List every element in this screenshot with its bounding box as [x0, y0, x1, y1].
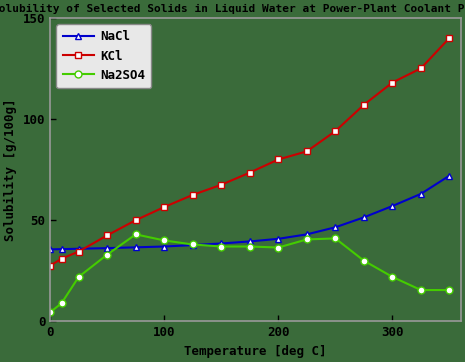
Line: KCl: KCl — [46, 34, 453, 269]
Na2SO4 — [361, 258, 367, 263]
Na2SO4 — [133, 232, 139, 236]
NaCl — [133, 245, 139, 249]
NaCl — [332, 225, 338, 230]
NaCl — [219, 241, 224, 246]
KCl — [276, 157, 281, 162]
Na2SO4 — [332, 236, 338, 241]
Na2SO4 — [418, 288, 424, 292]
Na2SO4 — [161, 238, 167, 243]
NaCl — [105, 246, 110, 250]
Na2SO4 — [105, 252, 110, 257]
KCl — [219, 182, 224, 187]
KCl — [190, 193, 196, 197]
X-axis label: Temperature [deg C]: Temperature [deg C] — [184, 345, 327, 358]
KCl — [76, 249, 81, 254]
NaCl — [390, 204, 395, 208]
Title: Solubility of Selected Solids in Liquid Water at Power-Plant Coolant Pressures: Solubility of Selected Solids in Liquid … — [0, 4, 465, 14]
Na2SO4 — [59, 301, 64, 306]
Na2SO4 — [190, 242, 196, 247]
NaCl — [447, 173, 452, 178]
Na2SO4 — [219, 244, 224, 249]
KCl — [47, 264, 53, 268]
KCl — [59, 257, 64, 261]
Na2SO4 — [276, 245, 281, 250]
KCl — [133, 218, 139, 222]
NaCl — [161, 244, 167, 249]
NaCl — [47, 247, 53, 252]
KCl — [447, 36, 452, 40]
NaCl — [304, 232, 310, 236]
Line: Na2SO4: Na2SO4 — [46, 231, 453, 316]
Na2SO4 — [304, 237, 310, 241]
Na2SO4 — [447, 288, 452, 292]
KCl — [105, 233, 110, 237]
KCl — [161, 205, 167, 209]
KCl — [418, 66, 424, 71]
Na2SO4 — [47, 310, 53, 315]
KCl — [390, 80, 395, 85]
KCl — [332, 129, 338, 133]
NaCl — [59, 247, 64, 251]
Line: NaCl: NaCl — [46, 172, 453, 253]
NaCl — [190, 243, 196, 247]
NaCl — [247, 239, 252, 244]
NaCl — [418, 192, 424, 196]
Na2SO4 — [390, 275, 395, 279]
Na2SO4 — [76, 275, 81, 279]
NaCl — [76, 247, 81, 251]
NaCl — [276, 237, 281, 241]
Legend: NaCl, KCl, Na2SO4: NaCl, KCl, Na2SO4 — [56, 24, 152, 88]
Y-axis label: Solubility [g/100g]: Solubility [g/100g] — [4, 98, 17, 241]
Na2SO4 — [247, 244, 252, 249]
KCl — [247, 171, 252, 175]
NaCl — [361, 215, 367, 219]
KCl — [361, 103, 367, 107]
KCl — [304, 149, 310, 153]
